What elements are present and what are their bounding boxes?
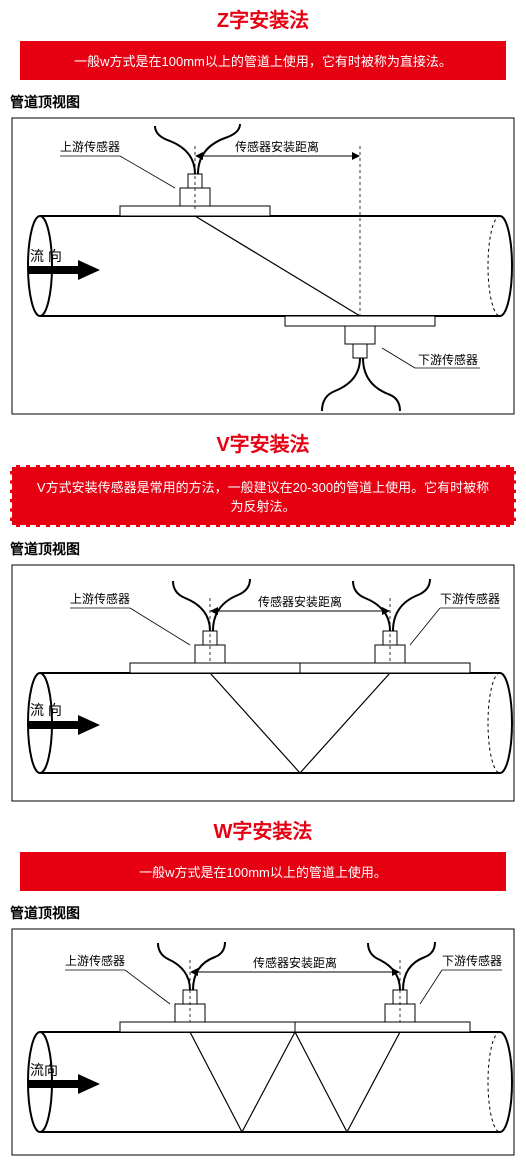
upstream-label-group: 上游传感器: [70, 591, 190, 645]
v-banner: V方式安装传感器是常用的方法，一般建议在20-300的管道上使用。它有时被称为反…: [10, 465, 516, 527]
distance-dimension: 传感器安装距离: [190, 955, 400, 976]
downstream-label-group: 下游传感器: [410, 591, 500, 645]
z-title: Z字安装法: [0, 0, 526, 37]
upstream-sensor-icon: [173, 579, 250, 663]
distance-dimension: 传感器安装距离: [195, 139, 360, 160]
svg-text:上游传感器: 上游传感器: [70, 591, 130, 606]
z-distance-label: 传感器安装距离: [235, 139, 319, 154]
v-subtitle: 管道顶视图: [0, 535, 526, 563]
w-banner: 一般w方式是在100mm以上的管道上使用。: [20, 852, 506, 891]
svg-text:下游传感器: 下游传感器: [440, 591, 500, 606]
svg-text:上游传感器: 上游传感器: [60, 139, 120, 154]
svg-text:下游传感器: 下游传感器: [442, 953, 502, 968]
z-banner: 一般w方式是在100mm以上的管道上使用，它有时被称为直接法。: [20, 41, 506, 80]
w-title: W字安装法: [0, 811, 526, 848]
downstream-sensor-icon: [368, 942, 435, 1022]
z-subtitle: 管道顶视图: [0, 88, 526, 116]
w-section: W字安装法 一般w方式是在100mm以上的管道上使用。 管道顶视图: [0, 811, 526, 1157]
downstream-label-group: 下游传感器: [420, 953, 502, 1004]
svg-text:上游传感器: 上游传感器: [65, 953, 125, 968]
flow-arrow: 流 向: [28, 248, 100, 280]
flow-arrow: 流 向: [28, 702, 100, 735]
svg-text:下游传感器: 下游传感器: [418, 352, 478, 367]
svg-text:流 向: 流 向: [30, 248, 62, 264]
svg-text:流 向: 流 向: [30, 702, 62, 718]
upstream-label-group: 上游传感器: [65, 953, 170, 1004]
downstream-sensor-icon: [353, 579, 430, 663]
w-subtitle: 管道顶视图: [0, 899, 526, 927]
svg-text:流向: 流向: [30, 1062, 58, 1078]
v-section: V字安装法 V方式安装传感器是常用的方法，一般建议在20-300的管道上使用。它…: [0, 424, 526, 803]
v-diagram: 传感器安装距离 上游传感器 下游传感器 流 向: [10, 563, 516, 803]
beam-path: [190, 1032, 400, 1132]
upstream-label-group: 上游传感器: [60, 139, 175, 188]
beam-path: [210, 673, 390, 773]
upstream-sensor-icon: [158, 942, 225, 1022]
beam-path: [195, 216, 360, 316]
svg-text:传感器安装距离: 传感器安装距离: [253, 955, 337, 970]
downstream-sensor-icon: [285, 316, 435, 411]
flow-arrow: 流向: [28, 1062, 100, 1094]
v-title: V字安装法: [0, 424, 526, 461]
z-section: Z字安装法 一般w方式是在100mm以上的管道上使用，它有时被称为直接法。 管道…: [0, 0, 526, 416]
pipe: [28, 673, 512, 773]
w-diagram: 传感器安装距离 上游传感器 下游传感器 流向: [10, 927, 516, 1157]
z-diagram: 传感器安装距离 上游传感器 下游传感器 流 向: [10, 116, 516, 416]
pipe: [28, 1032, 512, 1132]
svg-text:传感器安装距离: 传感器安装距离: [258, 594, 342, 609]
pipe: [28, 216, 512, 316]
downstream-label-group: 下游传感器: [382, 348, 480, 368]
